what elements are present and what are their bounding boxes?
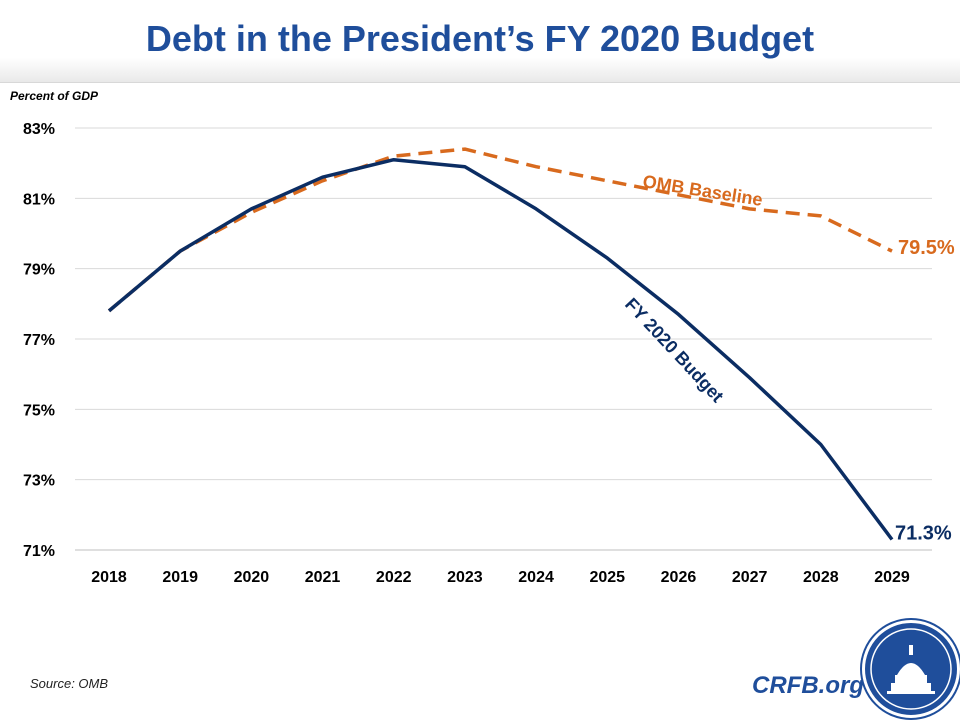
baseline-end-label: 79.5%	[898, 237, 955, 259]
y-axis-label: Percent of GDP	[10, 89, 99, 103]
x-tick-label: 2023	[447, 569, 483, 586]
x-tick-label: 2026	[661, 569, 697, 586]
chart-title: Debt in the President’s FY 2020 Budget	[145, 18, 815, 59]
x-tick-label: 2019	[162, 569, 198, 586]
y-tick-label: 79%	[23, 262, 55, 279]
x-tick-label: 2029	[874, 569, 910, 586]
x-tick-label: 2025	[589, 569, 625, 586]
x-tick-label: 2021	[305, 569, 341, 586]
source-note: Source: OMB	[30, 676, 109, 691]
line-chart: 71%73%75%77%79%81%83% 2018 2019 2020 2021 20…	[23, 121, 955, 586]
budget-end-label: 71.3%	[895, 522, 952, 544]
site-link[interactable]: CRFB.org	[752, 672, 864, 699]
y-tick-label: 73%	[23, 473, 55, 490]
x-tick-label: 2024	[518, 569, 554, 586]
x-tick-label: 2022	[376, 569, 412, 586]
baseline-series-label: OMB Baseline	[641, 171, 764, 210]
series-lines	[107, 147, 894, 541]
header-band: Debt in the President’s FY 2020 Budget	[0, 0, 960, 83]
x-tick-label: 2020	[234, 569, 270, 586]
x-tick-labels: 2018 2019 2020 2021 2022 2023 2024 2025 2026 2027…	[91, 569, 910, 586]
y-tick-label: 83%	[23, 121, 55, 138]
baseline-line	[107, 147, 893, 313]
gridlines	[75, 127, 932, 551]
x-tick-label: 2028	[803, 569, 839, 586]
y-tick-labels: 71% 73% 75% 77% 79% 81% 83%	[23, 121, 55, 560]
y-tick-label: 75%	[23, 402, 55, 419]
x-tick-label: 2018	[91, 569, 127, 586]
x-tick-label: 2027	[732, 569, 768, 586]
y-tick-label: 81%	[23, 191, 55, 208]
budget-line	[107, 157, 894, 541]
capitol-seal-icon	[862, 620, 960, 718]
y-tick-label: 77%	[23, 332, 55, 349]
y-tick-label: 71%	[23, 543, 55, 560]
